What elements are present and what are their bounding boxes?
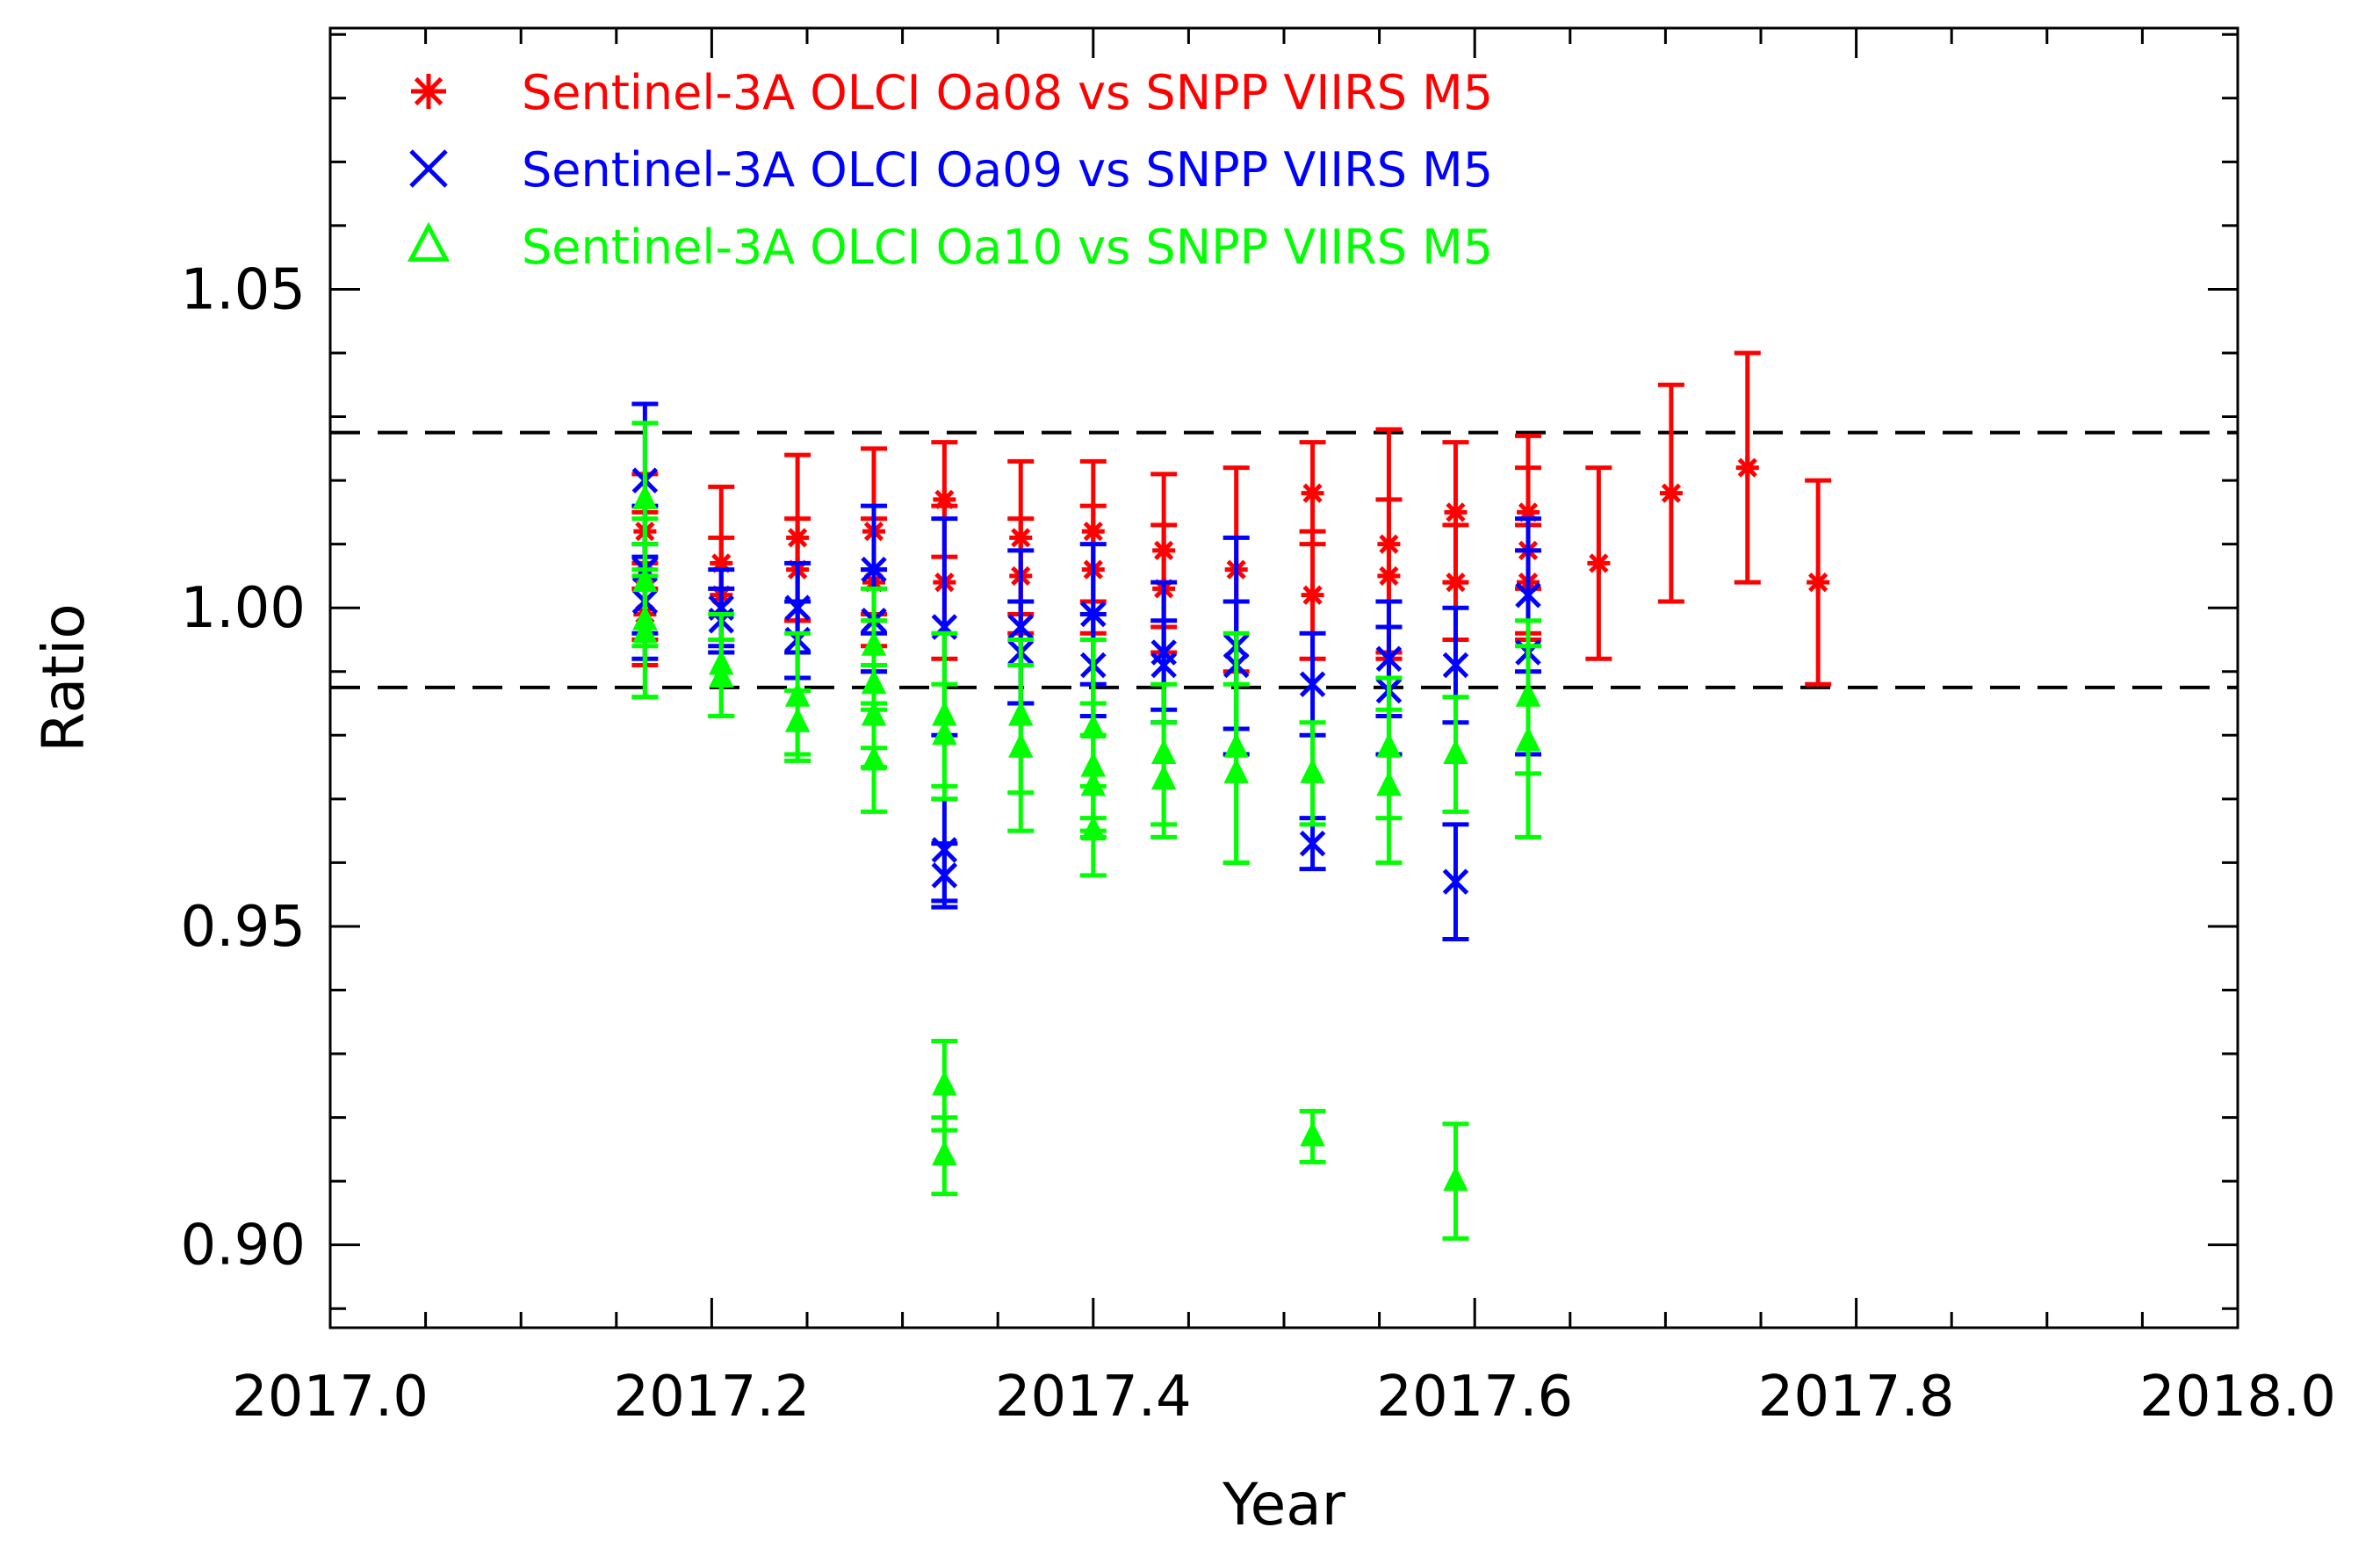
y-axis-title: Ratio xyxy=(30,603,97,752)
legend-label: Sentinel-3A OLCI Oa08 vs SNPP VIIRS M5 xyxy=(522,65,1493,120)
marker xyxy=(1515,726,1541,752)
marker xyxy=(861,745,887,771)
reference-lines xyxy=(330,430,2238,689)
data-point xyxy=(1657,382,1684,604)
legend-marker xyxy=(409,149,448,188)
marker xyxy=(784,707,811,732)
series-3 xyxy=(631,421,1542,1241)
marker xyxy=(1377,564,1401,587)
marker xyxy=(709,662,734,688)
marker xyxy=(1301,583,1324,607)
data-point xyxy=(631,567,659,700)
marker xyxy=(932,719,957,746)
legend-label: Sentinel-3A OLCI Oa09 vs SNPP VIIRS M5 xyxy=(522,142,1493,198)
marker xyxy=(1080,815,1107,841)
data-point xyxy=(1007,662,1035,833)
marker xyxy=(1150,764,1177,790)
marker xyxy=(1587,551,1611,575)
marker xyxy=(1008,732,1034,758)
marker xyxy=(1443,738,1468,765)
marker xyxy=(1807,571,1830,594)
y-tick-label: 1.00 xyxy=(181,576,307,641)
marker xyxy=(1299,671,1326,698)
data-point xyxy=(784,688,811,757)
data-point xyxy=(1299,630,1326,738)
data-point xyxy=(1299,440,1326,547)
legend-label: Sentinel-3A OLCI Oa10 vs SNPP VIIRS M5 xyxy=(522,220,1493,275)
marker xyxy=(1299,830,1326,857)
data-point xyxy=(1222,681,1250,865)
legend: Sentinel-3A OLCI Oa08 vs SNPP VIIRS M5 Se… xyxy=(407,65,1493,275)
data-point xyxy=(1375,707,1403,865)
marker xyxy=(1659,481,1683,505)
marker xyxy=(632,617,658,644)
marker xyxy=(632,484,658,509)
data-point xyxy=(931,841,958,910)
x-tick-label: 2017.6 xyxy=(1376,1365,1573,1430)
y-tick-label: 1.05 xyxy=(181,257,307,322)
marker xyxy=(1444,571,1468,594)
x-tick-label: 2017.0 xyxy=(232,1365,429,1430)
marker xyxy=(1301,481,1324,505)
data-point xyxy=(931,1115,958,1197)
data-point xyxy=(861,707,888,814)
x-tick-labels: 2017.0 2017.2 2017.4 2017.6 2017.8 2018.0 xyxy=(232,1365,2336,1430)
legend-marker xyxy=(407,221,451,262)
data-point xyxy=(1805,478,1832,687)
y-tick-label: 0.95 xyxy=(181,895,307,960)
marker xyxy=(1735,456,1759,479)
marker xyxy=(932,1070,957,1096)
data-series xyxy=(631,350,1832,1241)
data-point xyxy=(1442,822,1469,941)
data-point xyxy=(1442,695,1469,814)
marker xyxy=(931,862,958,889)
marker xyxy=(1300,758,1325,783)
y-tick-label: 0.90 xyxy=(181,1214,307,1279)
marker xyxy=(932,1140,957,1166)
legend-item: Sentinel-3A OLCI Oa09 vs SNPP VIIRS M5 xyxy=(409,142,1493,198)
marker xyxy=(1223,758,1249,783)
data-point xyxy=(931,681,958,789)
data-point xyxy=(1734,350,1761,585)
x-tick-label: 2018.0 xyxy=(2139,1365,2336,1430)
x-tick-label: 2017.4 xyxy=(995,1365,1192,1430)
x-axis-title: Year xyxy=(1222,1471,1346,1538)
marker xyxy=(1443,1165,1468,1192)
marker xyxy=(1300,1120,1325,1147)
x-tick-label: 2017.2 xyxy=(613,1365,810,1430)
marker xyxy=(1444,501,1468,524)
marker xyxy=(1442,868,1469,895)
data-point xyxy=(1079,783,1107,878)
data-point xyxy=(1150,720,1178,839)
data-point xyxy=(1442,1121,1469,1241)
axis-ticks xyxy=(328,28,2239,1328)
legend-item: Sentinel-3A OLCI Oa08 vs SNPP VIIRS M5 xyxy=(411,65,1493,120)
marker xyxy=(1442,652,1469,679)
data-point xyxy=(1299,1108,1326,1164)
legend-marker xyxy=(411,74,446,109)
data-point xyxy=(1299,720,1326,827)
y-tick-labels: 0.90 0.95 1.00 1.05 xyxy=(181,257,307,1278)
legend-item: Sentinel-3A OLCI Oa10 vs SNPP VIIRS M5 xyxy=(407,220,1493,275)
data-point xyxy=(1585,465,1612,661)
marker xyxy=(1376,770,1402,796)
x-tick-label: 2017.8 xyxy=(1758,1365,1955,1430)
data-point xyxy=(708,637,735,719)
data-point xyxy=(1515,644,1542,839)
marker xyxy=(1150,652,1177,679)
